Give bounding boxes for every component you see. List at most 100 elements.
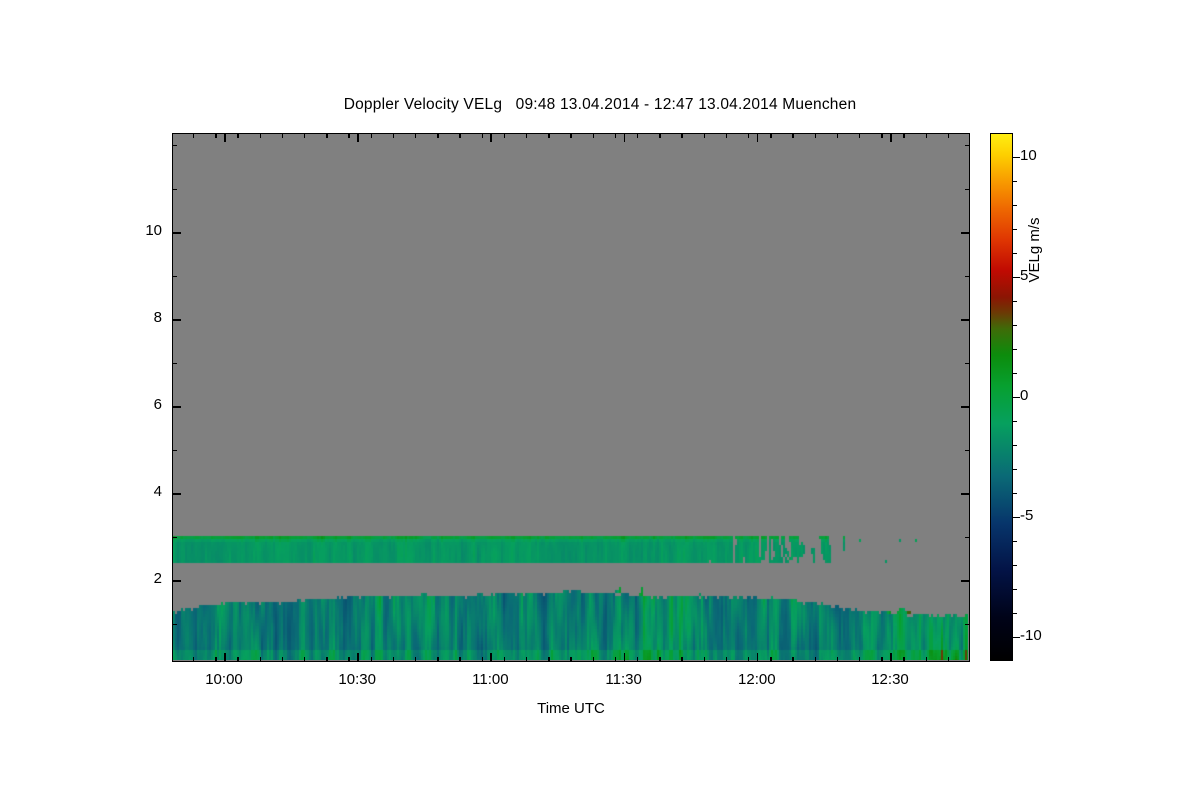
axis-tick: [172, 623, 177, 625]
axis-tick: [370, 657, 372, 662]
axis-tick: [965, 362, 970, 364]
axis-tick: [414, 657, 417, 662]
axis-tick: [903, 133, 905, 138]
page-title: Doppler Velocity VELg 09:48 13.04.2014 -…: [343, 96, 857, 113]
axis-tick: [814, 657, 816, 662]
colorbar-tick-label: -10: [1020, 627, 1042, 644]
axis-tick: [490, 133, 492, 142]
axis-tick: [437, 657, 439, 662]
axis-tick: [747, 133, 750, 138]
axis-tick: [437, 133, 439, 138]
colorbar-minor-tick: [1013, 373, 1017, 375]
y-tick-label: 6: [153, 396, 162, 413]
axis-tick: [192, 133, 195, 138]
axis-tick: [965, 188, 970, 190]
colorbar-minor-tick: [1013, 205, 1017, 207]
axis-tick: [881, 133, 883, 138]
colorbar-minor-tick: [1013, 493, 1017, 495]
axis-tick: [961, 232, 970, 234]
axis-tick: [348, 133, 350, 138]
axis-tick: [192, 657, 195, 662]
axis-tick: [814, 133, 816, 138]
x-tick-label: 11:30: [605, 671, 642, 688]
y-tick-label: 10: [145, 222, 162, 239]
axis-tick: [215, 657, 217, 662]
plot-area[interactable]: [172, 133, 970, 662]
y-tick-label: 8: [153, 309, 162, 326]
heatmap-canvas: [173, 134, 968, 660]
axis-tick: [172, 406, 181, 408]
axis-tick: [172, 319, 181, 321]
axis-tick: [414, 133, 417, 138]
axis-tick: [459, 657, 461, 662]
axis-tick: [636, 133, 639, 138]
colorbar-tick-label: 5: [1020, 267, 1029, 284]
colorbar-tick: [1013, 157, 1020, 159]
y-tick-label: 4: [153, 483, 162, 500]
axis-tick: [770, 657, 772, 662]
axis-tick: [237, 657, 239, 662]
axis-tick: [259, 133, 261, 138]
axis-tick: [965, 145, 970, 147]
axis-tick: [770, 133, 772, 138]
colorbar-tick-label: -5: [1020, 507, 1034, 524]
x-tick-label: 11:00: [472, 671, 509, 688]
axis-tick: [172, 449, 177, 451]
axis-tick: [348, 657, 350, 662]
axis-tick: [703, 133, 705, 138]
axis-tick: [224, 653, 226, 662]
colorbar-minor-tick: [1013, 613, 1017, 615]
axis-tick: [326, 133, 328, 138]
axis-tick: [481, 133, 483, 138]
axis-tick: [792, 133, 794, 138]
axis-tick: [357, 653, 359, 662]
axis-tick: [224, 133, 226, 142]
axis-tick: [503, 133, 506, 138]
colorbar-minor-tick: [1013, 469, 1017, 471]
axis-tick: [459, 133, 461, 138]
x-axis-label: Time UTC: [537, 700, 605, 717]
colorbar-minor-tick: [1013, 589, 1017, 591]
axis-tick: [965, 275, 970, 277]
axis-tick: [947, 657, 950, 662]
colorbar-tick: [1013, 517, 1020, 519]
axis-tick: [614, 133, 617, 138]
colorbar-minor-tick: [1013, 229, 1017, 231]
x-tick-label: 10:30: [338, 671, 376, 688]
colorbar-tick: [1013, 397, 1020, 399]
axis-tick: [503, 657, 506, 662]
axis-tick: [259, 657, 261, 662]
axis-tick: [756, 133, 759, 142]
colorbar-label: VELg m/s: [1026, 217, 1043, 283]
colorbar-tick: [1013, 277, 1020, 279]
axis-tick: [623, 133, 626, 142]
axis-tick: [303, 133, 306, 138]
axis-tick: [614, 657, 617, 662]
axis-tick: [357, 133, 359, 142]
axis-tick: [961, 406, 970, 408]
axis-tick: [925, 657, 927, 662]
axis-tick: [890, 653, 892, 662]
axis-tick: [961, 319, 970, 321]
colorbar-minor-tick: [1013, 445, 1017, 447]
axis-tick: [659, 657, 661, 662]
axis-tick: [172, 275, 177, 277]
axis-tick: [792, 657, 794, 662]
colorbar-minor-tick: [1013, 349, 1017, 351]
axis-tick: [570, 657, 572, 662]
x-tick-label: 12:00: [738, 671, 776, 688]
axis-tick: [392, 133, 395, 138]
axis-tick: [636, 657, 639, 662]
axis-tick: [858, 133, 861, 138]
axis-tick: [903, 657, 905, 662]
axis-tick: [592, 657, 594, 662]
axis-tick: [725, 657, 728, 662]
axis-tick: [659, 133, 661, 138]
axis-tick: [525, 657, 528, 662]
axis-tick: [172, 580, 181, 582]
axis-tick: [481, 657, 483, 662]
axis-tick: [881, 657, 883, 662]
axis-tick: [592, 133, 594, 138]
axis-tick: [836, 133, 839, 138]
